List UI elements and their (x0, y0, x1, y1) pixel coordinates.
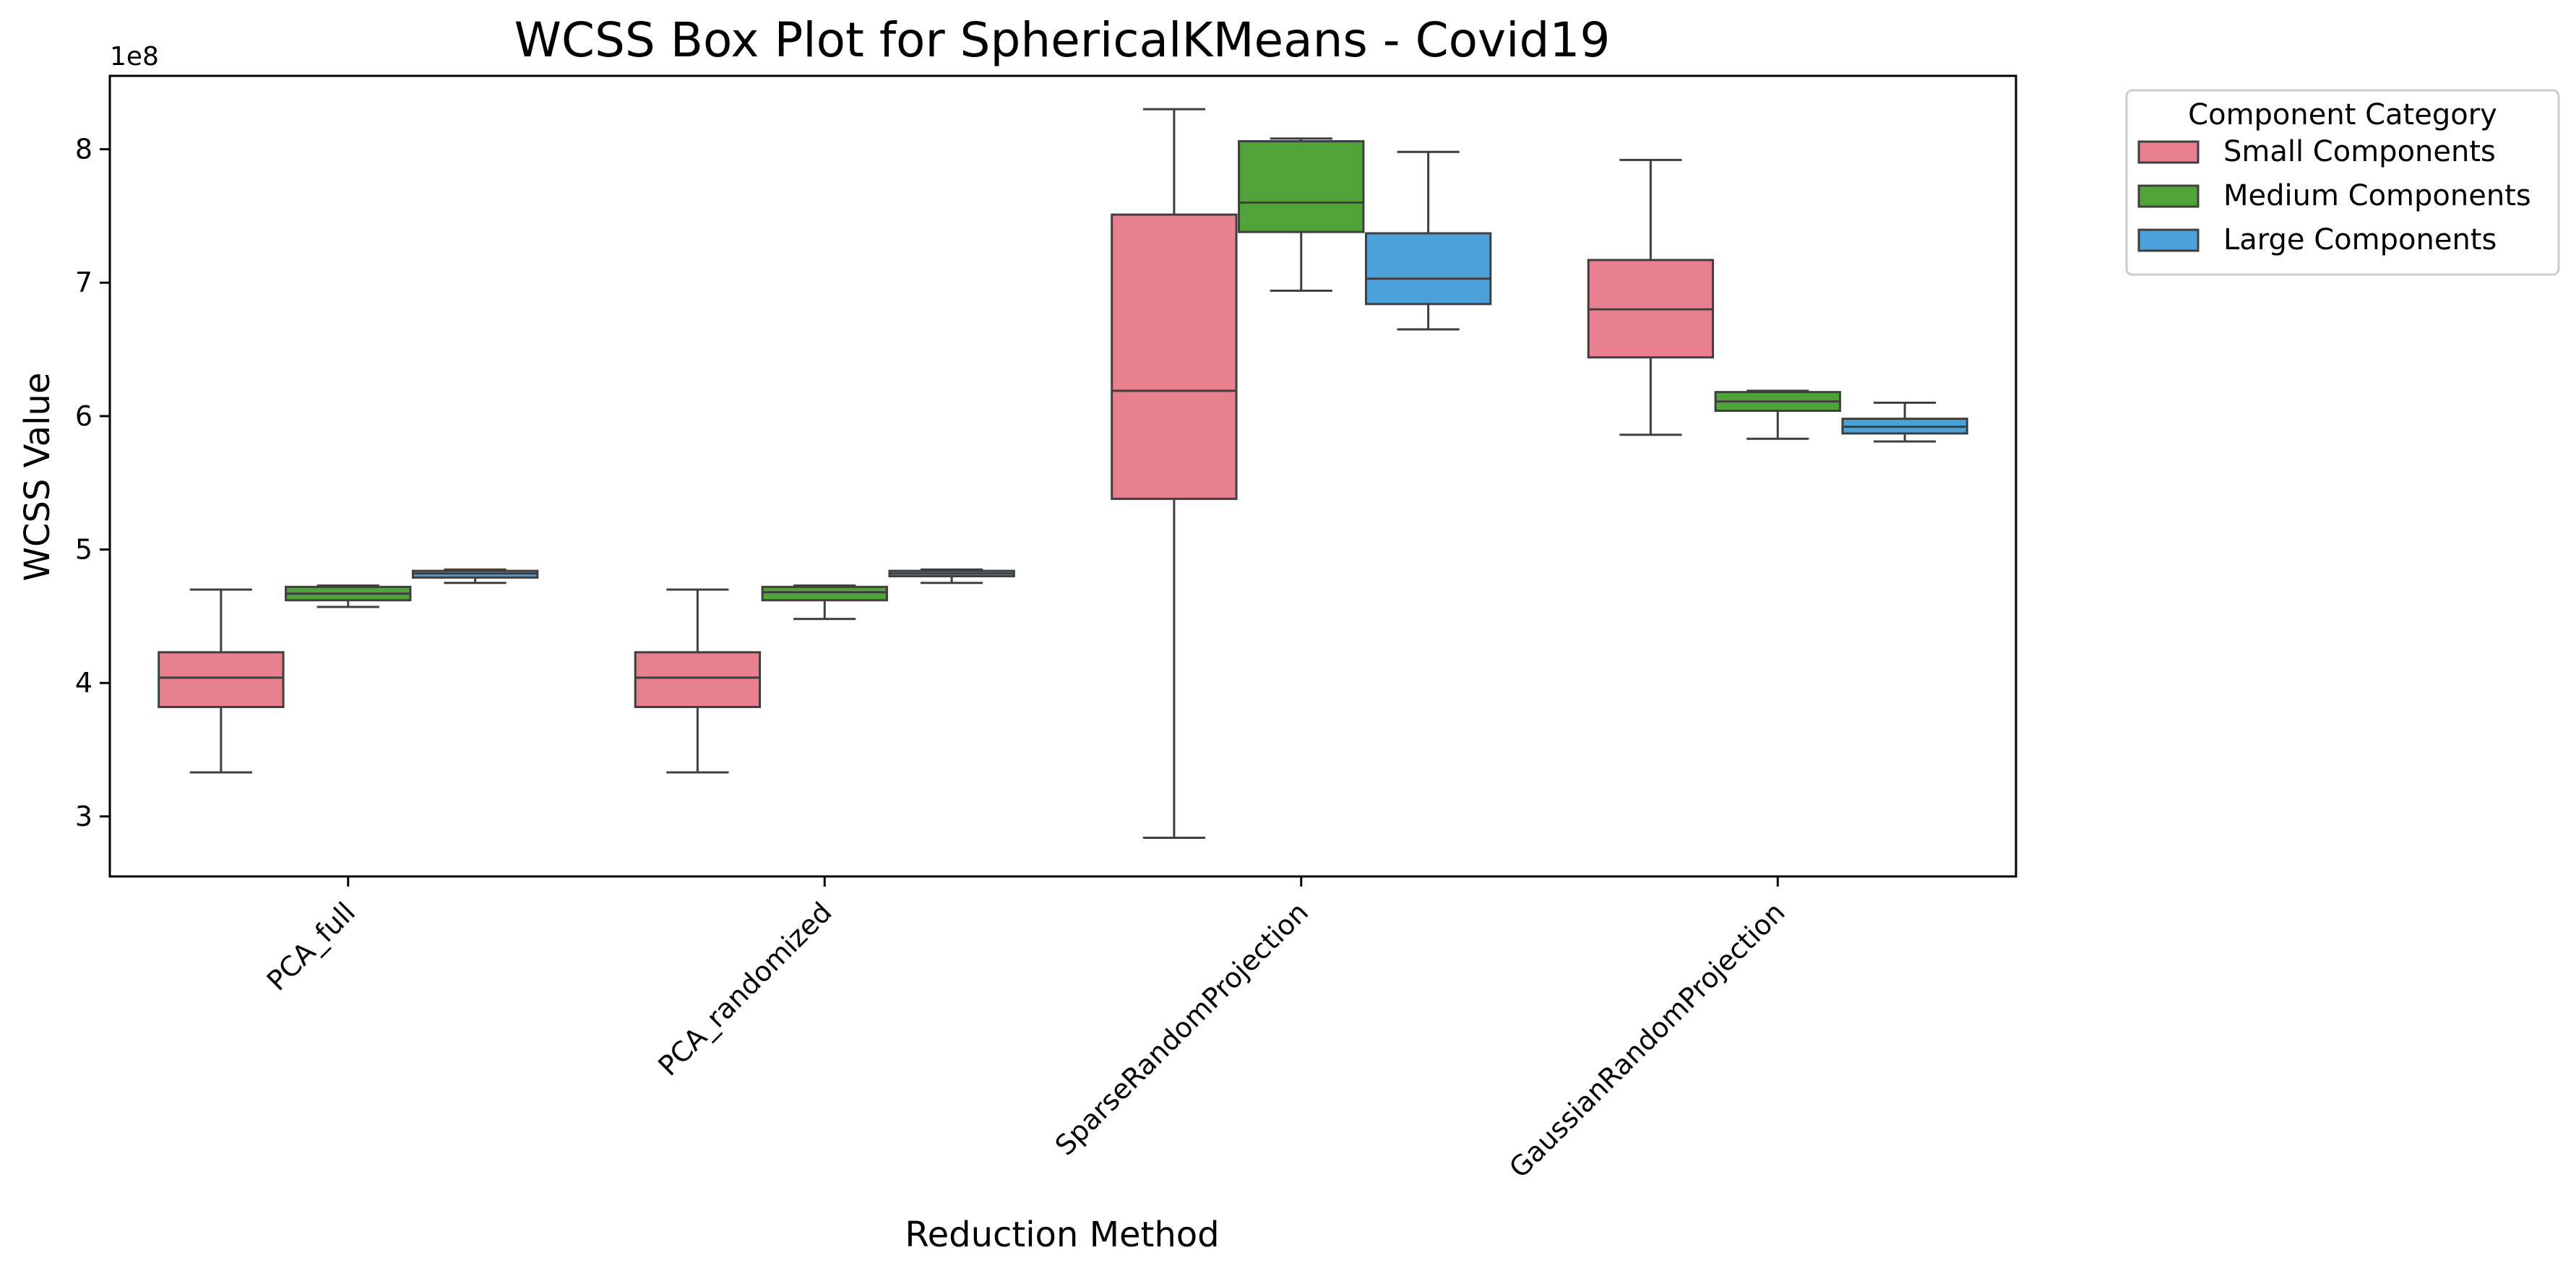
legend-swatch (2137, 140, 2200, 164)
x-tick-label: GaussianRandomProjection (1503, 896, 1791, 1184)
box-iqr (158, 651, 285, 708)
box-0-2 (1111, 108, 1238, 839)
box-iqr (761, 585, 888, 602)
y-axis: 3 4 5 6 7 8 (75, 134, 110, 832)
y-tick-label: 7 (75, 267, 92, 298)
legend-swatch (2137, 184, 2200, 208)
y-tick-label: 4 (75, 667, 92, 699)
y-tick-label: 3 (75, 801, 92, 832)
box-iqr (634, 651, 762, 708)
x-tick-label: PCA_randomized (652, 896, 837, 1082)
box-0-1 (634, 588, 762, 774)
chart-title: WCSS Box Plot for SphericalKMeans - Covi… (514, 12, 1611, 68)
box-2-0 (411, 568, 539, 585)
legend-entry: Small Components (2223, 135, 2496, 168)
box-2-3 (1841, 401, 1968, 443)
x-axis-label: Reduction Method (905, 1215, 1219, 1255)
x-axis: PCA_full PCA_randomized SparseRandomProjec… (261, 876, 1791, 1184)
y-axis-label: WCSS Value (17, 373, 58, 582)
box-2-2 (1364, 150, 1492, 331)
plot-frame (108, 74, 2017, 878)
legend: Component Category Small Components Mediu… (2125, 89, 2560, 276)
box-iqr (1364, 232, 1492, 306)
x-tick-label: PCA_full (261, 896, 361, 996)
legend-entry: Medium Components (2223, 179, 2531, 212)
y-tick-label: 8 (75, 134, 92, 165)
box-iqr (1111, 213, 1238, 500)
box-2-1 (888, 568, 1015, 585)
box-0-0 (158, 588, 285, 774)
legend-swatch (2137, 228, 2200, 252)
box-1-3 (1714, 389, 1841, 440)
y-tick-label: 5 (75, 534, 92, 566)
legend-title: Component Category (2188, 98, 2497, 132)
box-0-3 (1587, 158, 1715, 436)
x-tick-label: SparseRandomProjection (1049, 896, 1314, 1161)
legend-entry: Large Components (2223, 223, 2497, 257)
y-offset-label: 1e8 (110, 42, 159, 72)
box-iqr (1238, 139, 1365, 233)
box-1-0 (285, 584, 412, 608)
box-1-1 (761, 584, 888, 621)
legend-frame (2125, 89, 2560, 276)
plot-area (158, 108, 1968, 839)
y-tick-label: 6 (75, 400, 92, 432)
box-1-2 (1238, 137, 1365, 292)
